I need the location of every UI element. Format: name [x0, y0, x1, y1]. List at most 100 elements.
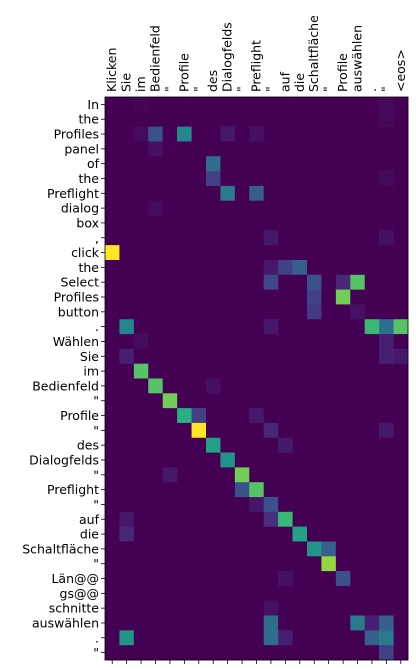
heatmap-cell: [220, 363, 236, 379]
heatmap-cell: [119, 497, 135, 513]
heatmap-cell: [119, 556, 135, 572]
heatmap-cell: [206, 259, 221, 276]
heatmap-cell: [234, 467, 250, 483]
heatmap-cell: [105, 571, 120, 587]
y-tick-label: the: [78, 171, 99, 186]
heatmap-cell: [191, 482, 207, 498]
heatmap-cell: [220, 378, 236, 394]
heatmap-cell: [162, 304, 178, 320]
heatmap-cell: [133, 245, 149, 261]
heatmap-cell: [177, 630, 192, 646]
heatmap-cell: [162, 319, 178, 335]
heatmap-cell: [350, 319, 366, 335]
heatmap-cell: [177, 200, 192, 216]
heatmap-cell: [206, 156, 221, 172]
heatmap-cell: [292, 422, 308, 439]
heatmap-cell: [133, 615, 149, 631]
heatmap-cell: [321, 511, 337, 527]
heatmap-cell: [191, 645, 207, 661]
heatmap-cell: [191, 467, 207, 483]
heatmap-cell: [393, 274, 409, 290]
heatmap-cell: [249, 289, 265, 305]
heatmap-cell: [119, 319, 135, 335]
heatmap-cell: [364, 437, 380, 453]
heatmap-cell: [278, 259, 293, 276]
y-tick-label: ": [93, 645, 99, 660]
heatmap-cell: [133, 437, 149, 453]
heatmap-cell: [249, 645, 265, 661]
heatmap-cell: [206, 97, 221, 113]
heatmap-cell: [105, 215, 120, 231]
heatmap-cell: [350, 422, 366, 439]
heatmap-cell: [119, 571, 135, 587]
y-tick-label: ": [93, 393, 99, 408]
heatmap-cell: [234, 289, 250, 305]
heatmap-cell: [278, 97, 293, 113]
heatmap-cell: [263, 556, 279, 572]
heatmap-cell: [105, 422, 120, 439]
heatmap-cell: [379, 334, 394, 350]
heatmap-cell: [263, 363, 279, 379]
heatmap-cell: [191, 452, 207, 468]
heatmap-cell: [119, 422, 135, 439]
heatmap-cell: [263, 630, 279, 646]
heatmap-cell: [278, 645, 293, 661]
heatmap-cell: [278, 171, 293, 187]
heatmap-cell: [321, 319, 337, 335]
heatmap-cell: [162, 378, 178, 394]
heatmap-cell: [148, 467, 164, 483]
heatmap-cell: [292, 319, 308, 335]
heatmap-cell: [119, 645, 135, 661]
heatmap-cell: [119, 289, 135, 305]
heatmap-cell: [379, 630, 394, 646]
heatmap-cell: [292, 378, 308, 394]
heatmap-cell: [133, 274, 149, 290]
heatmap-cell: [249, 422, 265, 439]
heatmap-cell: [177, 126, 192, 142]
heatmap-cell: [162, 452, 178, 468]
heatmap-cell: [249, 185, 265, 202]
heatmap-cell: [335, 571, 351, 587]
heatmap-cell: [105, 304, 120, 320]
heatmap-cell: [191, 111, 207, 127]
heatmap-cell: [292, 556, 308, 572]
heatmap-cell: [263, 452, 279, 468]
heatmap-cell: [307, 185, 322, 202]
heatmap-cell: [105, 289, 120, 305]
heatmap-cell: [278, 615, 293, 631]
heatmap-cell: [249, 334, 265, 350]
heatmap-cell: [364, 600, 380, 616]
heatmap-cell: [335, 319, 351, 335]
heatmap-cell: [220, 585, 236, 602]
heatmap-cell: [379, 304, 394, 320]
heatmap-cell: [133, 482, 149, 498]
heatmap-cell: [263, 378, 279, 394]
heatmap-cell: [206, 615, 221, 631]
heatmap-cell: [119, 156, 135, 172]
heatmap-cell: [379, 600, 394, 616]
heatmap-cell: [133, 497, 149, 513]
heatmap-cell: [119, 304, 135, 320]
heatmap-cell: [263, 348, 279, 364]
heatmap-cell: [321, 482, 337, 498]
heatmap-cell: [335, 585, 351, 602]
heatmap-cell: [350, 171, 366, 187]
heatmap-cell: [393, 156, 409, 172]
heatmap-cell: [379, 571, 394, 587]
heatmap-cell: [249, 526, 265, 542]
x-tick-label: Klicken: [104, 48, 119, 92]
x-tick-label: ": [191, 86, 206, 92]
heatmap-cell: [119, 585, 135, 602]
heatmap-cell: [307, 497, 322, 513]
heatmap-cell: [177, 97, 192, 113]
heatmap-cell: [249, 630, 265, 646]
heatmap-cell: [177, 289, 192, 305]
heatmap-cell: [350, 230, 366, 246]
heatmap-cell: [119, 185, 135, 202]
heatmap-cell: [220, 482, 236, 498]
heatmap-cell: [292, 482, 308, 498]
heatmap-cell: [321, 274, 337, 290]
heatmap-cell: [307, 393, 322, 409]
heatmap-cell: [278, 156, 293, 172]
heatmap-cell: [148, 497, 164, 513]
